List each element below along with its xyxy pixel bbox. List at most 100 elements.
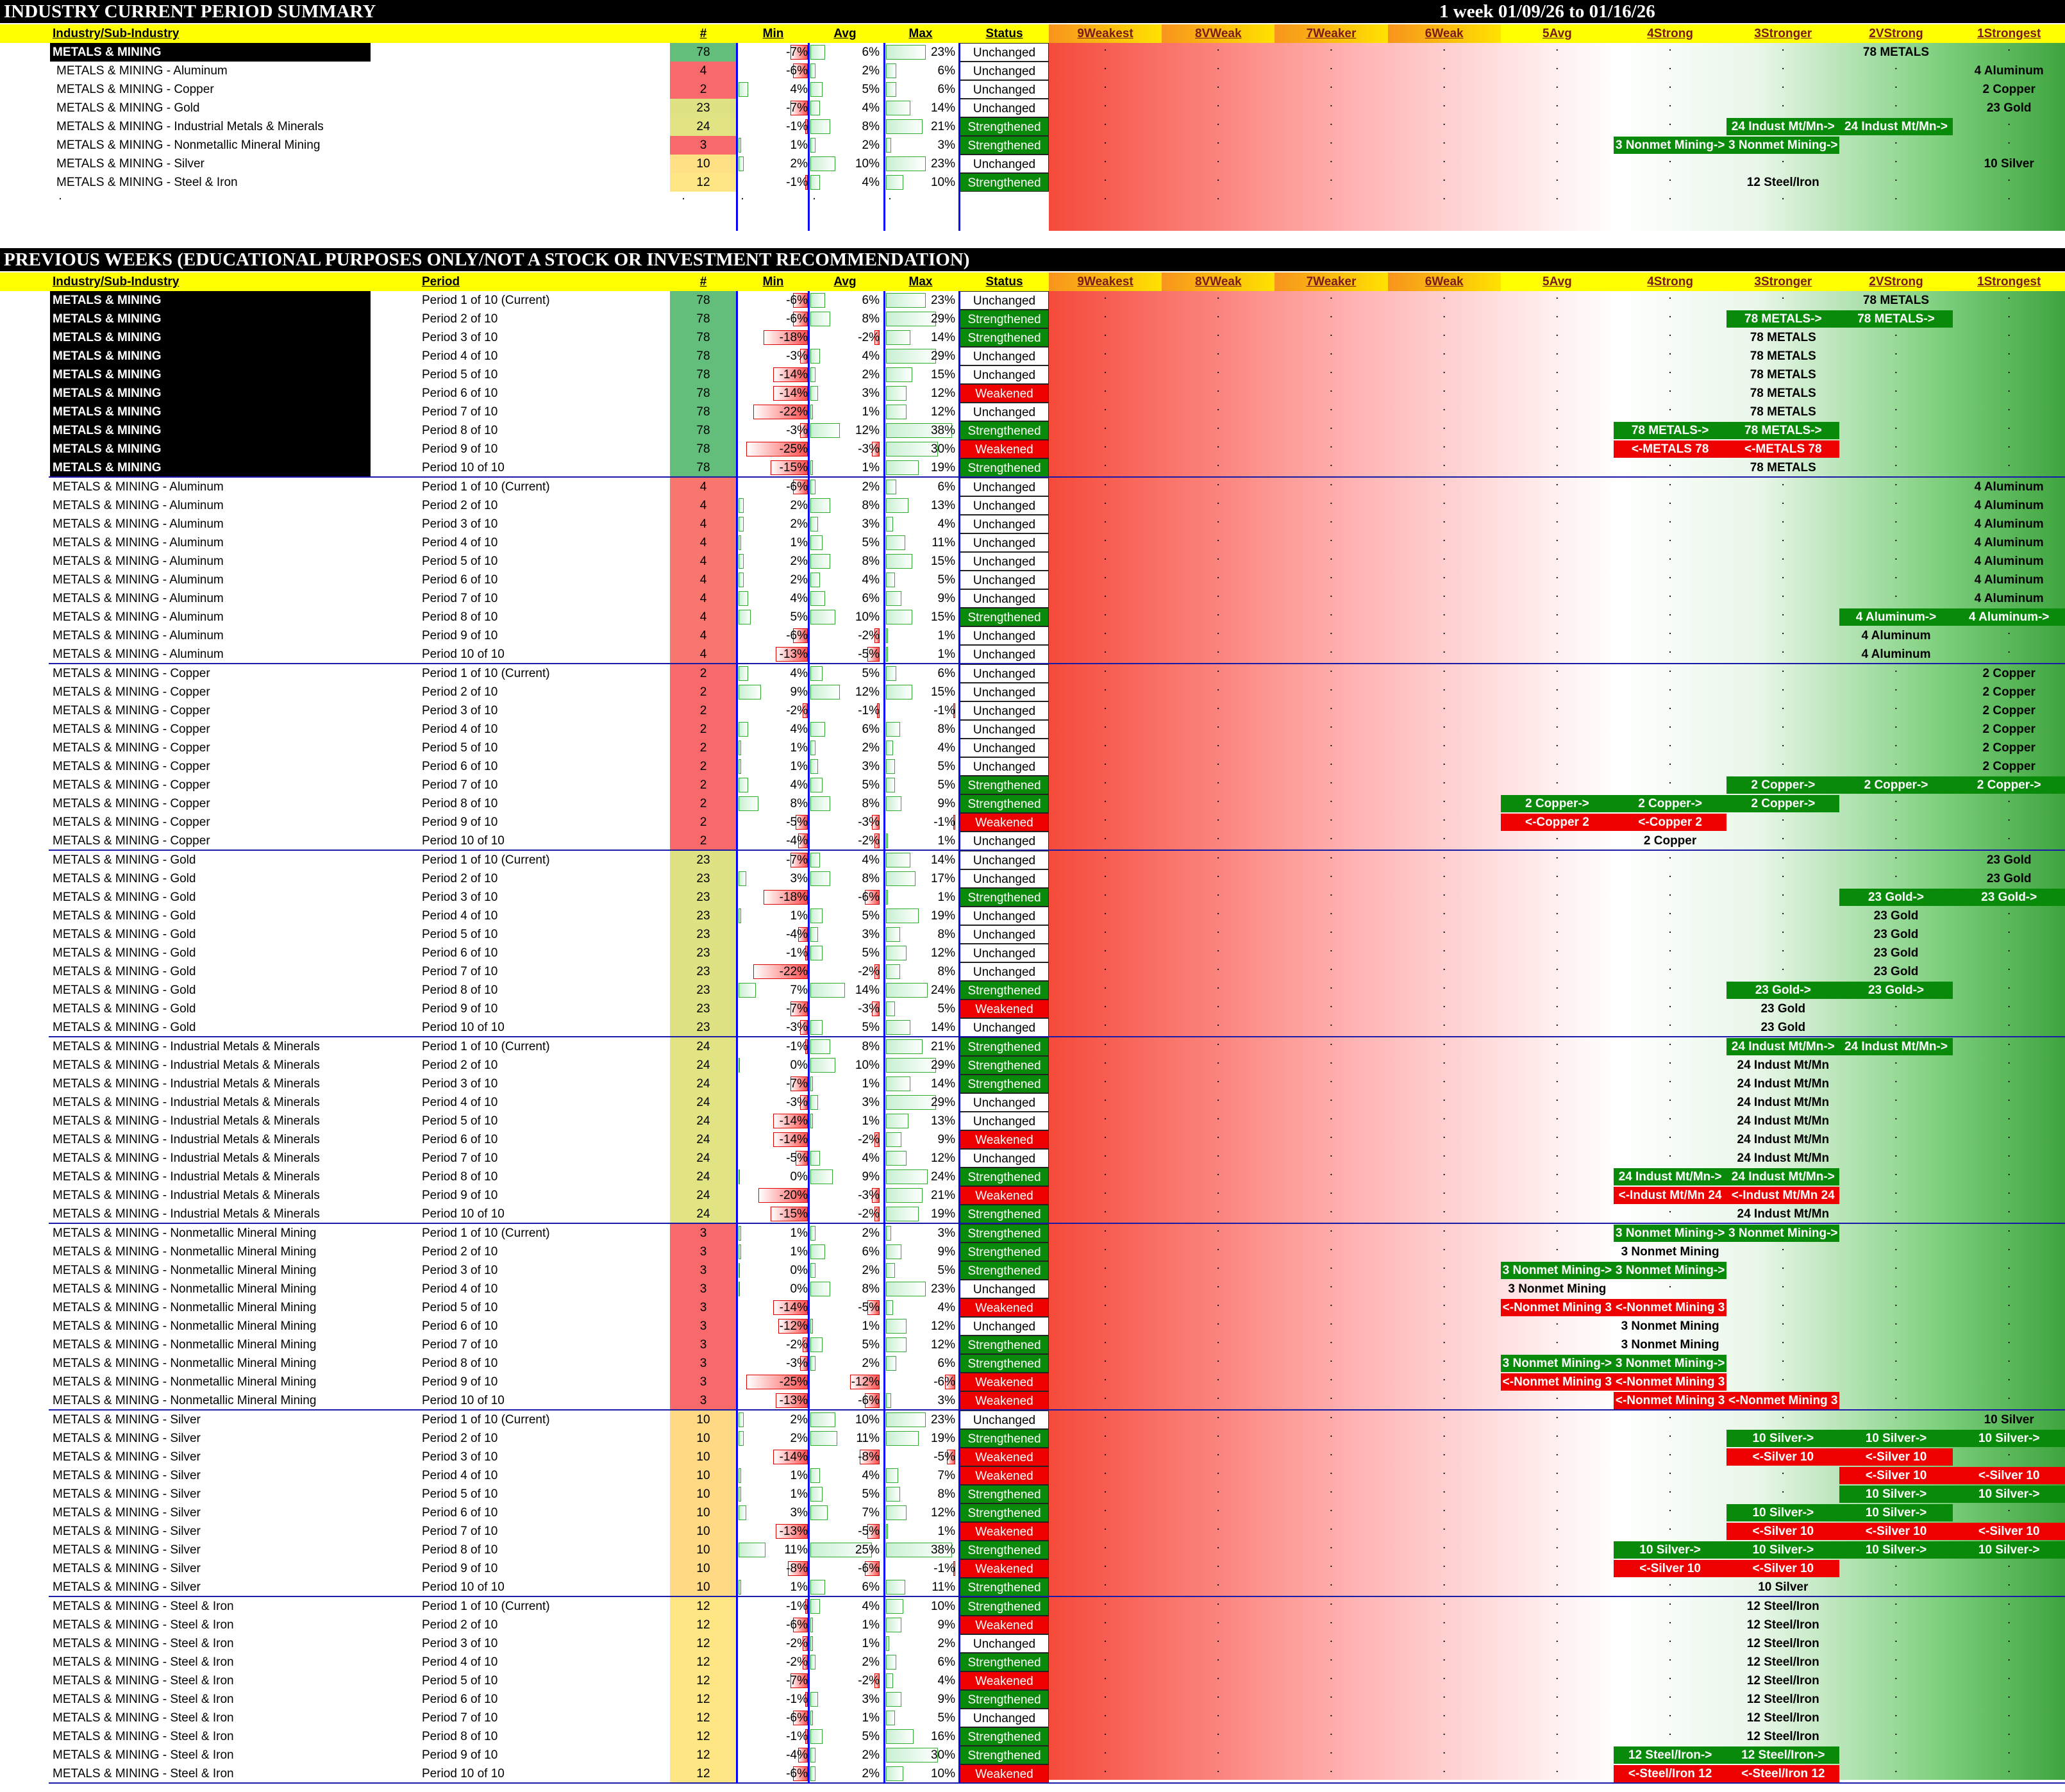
history-row[interactable]: METALS & MINING - Industrial Metals & Mi…: [0, 1091, 2065, 1112]
summary-row[interactable]: METALS & MINING - Silver 10 2% 10% 23% Unchan…: [0, 152, 2065, 173]
history-row[interactable]: METALS & MINING - Industrial Metals & Mi…: [0, 1128, 2065, 1149]
history-row[interactable]: METALS & MINING - Industrial Metals & Mi…: [0, 1202, 2065, 1223]
history-row[interactable]: METALS & MINING - Industrial Metals & Mi…: [0, 1146, 2065, 1168]
summary-row[interactable]: METALS & MINING - Industrial Metals & Mi…: [0, 115, 2065, 136]
header-scale-8[interactable]: 8VWeak: [1162, 24, 1275, 43]
history-row[interactable]: METALS & MINING - Nonmetallic Mineral Mi…: [0, 1277, 2065, 1298]
header-status[interactable]: Status: [985, 275, 1023, 289]
header-scale-5[interactable]: 5Avg: [1500, 272, 1614, 291]
summary-row[interactable]: METALS & MINING - Gold 23 -7% 4% 14% Unchange…: [0, 96, 2065, 117]
header-max[interactable]: Max: [908, 275, 933, 289]
history-row[interactable]: METALS & MINING - Steel & Iron Period 3 o…: [0, 1632, 2065, 1653]
header-scale-8[interactable]: 8VWeak: [1162, 272, 1275, 291]
history-row[interactable]: METALS & MINING - Gold Period 9 of 10 23 -7…: [0, 997, 2065, 1018]
header-status[interactable]: Status: [985, 27, 1023, 40]
history-row[interactable]: METALS & MINING - Steel & Iron Period 4 o…: [0, 1650, 2065, 1671]
header-count[interactable]: #: [699, 275, 707, 289]
header-industry[interactable]: Industry/Sub-Industry: [53, 27, 180, 40]
history-row[interactable]: METALS & MINING - Gold Period 3 of 10 23 -1…: [0, 885, 2065, 907]
history-row[interactable]: METALS & MINING - Copper Period 2 of 10 2 9…: [0, 680, 2065, 701]
history-row[interactable]: METALS & MINING - Gold Period 7 of 10 23 -2…: [0, 960, 2065, 981]
history-row[interactable]: METALS & MINING - Aluminum Period 1 of 10…: [0, 475, 2065, 496]
history-row[interactable]: METALS & MINING - Aluminum Period 5 of 10…: [0, 549, 2065, 571]
history-row[interactable]: METALS & MINING - Steel & Iron Period 10 …: [0, 1762, 2065, 1783]
history-row[interactable]: METALS & MINING - Nonmetallic Mineral Mi…: [0, 1296, 2065, 1317]
history-row[interactable]: METALS & MINING - Gold Period 1 of 10 (Cu…: [0, 848, 2065, 869]
header-scale-9[interactable]: 9Weakest: [1049, 272, 1162, 291]
history-row[interactable]: METALS & MINING - Nonmetallic Mineral Mi…: [0, 1370, 2065, 1391]
history-row[interactable]: METALS & MINING - Nonmetallic Mineral Mi…: [0, 1314, 2065, 1336]
history-row[interactable]: METALS & MINING - Copper Period 3 of 10 2-…: [0, 699, 2065, 720]
history-row[interactable]: METALS & MINING Period 8 of 10 78 -3% 12% 38%…: [0, 419, 2065, 440]
history-row[interactable]: METALS & MINING - Industrial Metals & Mi…: [0, 1165, 2065, 1186]
history-row[interactable]: METALS & MINING - Silver Period 4 of 10 10…: [0, 1464, 2065, 1485]
history-row[interactable]: METALS & MINING - Aluminum Period 8 of 10…: [0, 605, 2065, 626]
history-row[interactable]: METALS & MINING - Aluminum Period 9 of 10…: [0, 624, 2065, 645]
header-scale-5[interactable]: 5Avg: [1500, 24, 1614, 43]
history-row[interactable]: METALS & MINING - Aluminum Period 10 of 1…: [0, 642, 2065, 664]
history-row[interactable]: METALS & MINING - Industrial Metals & Mi…: [0, 1053, 2065, 1075]
summary-row[interactable]: METALS & MINING 78 -7% 6% 23% Unchanged......…: [0, 40, 2065, 62]
header-period[interactable]: Period: [422, 275, 460, 289]
history-row[interactable]: METALS & MINING - Industrial Metals & Mi…: [0, 1109, 2065, 1130]
history-row[interactable]: METALS & MINING - Industrial Metals & Mi…: [0, 1035, 2065, 1056]
history-row[interactable]: METALS & MINING - Silver Period 6 of 10 10…: [0, 1501, 2065, 1522]
header-scale-1[interactable]: 1Strongest: [1952, 272, 2065, 291]
history-row[interactable]: METALS & MINING - Nonmetallic Mineral Mi…: [0, 1389, 2065, 1410]
header-scale-7[interactable]: 7Weaker: [1275, 24, 1388, 43]
history-row[interactable]: METALS & MINING - Gold Period 8 of 10 23 7%…: [0, 978, 2065, 1000]
history-row[interactable]: METALS & MINING - Copper Period 7 of 10 2 4…: [0, 773, 2065, 794]
history-row[interactable]: METALS & MINING - Steel & Iron Period 9 o…: [0, 1743, 2065, 1764]
history-row[interactable]: METALS & MINING - Gold Period 2 of 10 23 3%…: [0, 867, 2065, 888]
history-row[interactable]: METALS & MINING - Nonmetallic Mineral Mi…: [0, 1259, 2065, 1280]
history-row[interactable]: METALS & MINING Period 4 of 10 78 -3% 4% 29% U…: [0, 344, 2065, 365]
history-row[interactable]: METALS & MINING - Steel & Iron Period 2 o…: [0, 1613, 2065, 1634]
header-avg[interactable]: Avg: [833, 27, 857, 40]
history-row[interactable]: METALS & MINING Period 3 of 10 78 -18% -2% 14…: [0, 326, 2065, 347]
summary-row[interactable]: METALS & MINING - Steel & Iron 12 -1% 4% 10%…: [0, 171, 2065, 192]
history-row[interactable]: METALS & MINING - Steel & Iron Period 7 o…: [0, 1706, 2065, 1727]
history-row[interactable]: METALS & MINING - Silver Period 7 of 10 10…: [0, 1520, 2065, 1541]
history-row[interactable]: METALS & MINING - Silver Period 8 of 10 10…: [0, 1538, 2065, 1559]
header-scale-7[interactable]: 7Weaker: [1275, 272, 1388, 291]
history-row[interactable]: METALS & MINING Period 7 of 10 78 -22% 1% 12%…: [0, 400, 2065, 421]
history-row[interactable]: METALS & MINING - Copper Period 4 of 10 2 4…: [0, 717, 2065, 739]
history-row[interactable]: METALS & MINING - Nonmetallic Mineral Mi…: [0, 1333, 2065, 1354]
history-row[interactable]: METALS & MINING - Gold Period 6 of 10 23 -1…: [0, 941, 2065, 962]
history-row[interactable]: METALS & MINING Period 2 of 10 78 -6% 8% 29% S…: [0, 307, 2065, 328]
header-count[interactable]: #: [699, 27, 707, 40]
history-row[interactable]: METALS & MINING - Copper Period 6 of 10 2 1…: [0, 755, 2065, 776]
header-min[interactable]: Min: [762, 275, 784, 289]
summary-row[interactable]: METALS & MINING - Nonmetallic Mineral Mi…: [0, 133, 2065, 155]
history-row[interactable]: METALS & MINING - Gold Period 10 of 10 23-…: [0, 1016, 2065, 1037]
history-row[interactable]: METALS & MINING - Silver Period 3 of 10 10…: [0, 1445, 2065, 1466]
history-row[interactable]: METALS & MINING - Nonmetallic Mineral Mi…: [0, 1240, 2065, 1261]
header-scale-2[interactable]: 2VStrong: [1839, 272, 1953, 291]
history-row[interactable]: METALS & MINING - Silver Period 1 of 10 (…: [0, 1408, 2065, 1429]
header-scale-9[interactable]: 9Weakest: [1049, 24, 1162, 43]
history-row[interactable]: METALS & MINING - Silver Period 10 of 10 1…: [0, 1575, 2065, 1596]
summary-row[interactable]: METALS & MINING - Copper 2 4% 5% 6% Unchanged…: [0, 78, 2065, 99]
header-scale-4[interactable]: 4Strong: [1614, 24, 1727, 43]
header-scale-4[interactable]: 4Strong: [1614, 272, 1727, 291]
history-row[interactable]: METALS & MINING - Silver Period 5 of 10 10…: [0, 1482, 2065, 1503]
header-avg[interactable]: Avg: [833, 275, 857, 289]
history-row[interactable]: METALS & MINING - Aluminum Period 4 of 10…: [0, 531, 2065, 552]
history-row[interactable]: METALS & MINING - Steel & Iron Period 6 o…: [0, 1687, 2065, 1709]
header-scale-3[interactable]: 3Stronger: [1726, 272, 1840, 291]
history-row[interactable]: METALS & MINING Period 5 of 10 78 -14% 2% 15%…: [0, 363, 2065, 384]
history-row[interactable]: METALS & MINING - Copper Period 1 of 10 (…: [0, 662, 2065, 683]
history-row[interactable]: METALS & MINING - Aluminum Period 2 of 10…: [0, 494, 2065, 515]
history-row[interactable]: METALS & MINING - Aluminum Period 7 of 10…: [0, 587, 2065, 608]
history-row[interactable]: METALS & MINING - Gold Period 4 of 10 23 1%…: [0, 904, 2065, 925]
header-min[interactable]: Min: [762, 27, 784, 40]
history-row[interactable]: METALS & MINING - Industrial Metals & Mi…: [0, 1184, 2065, 1205]
header-max[interactable]: Max: [908, 27, 933, 40]
history-row[interactable]: METALS & MINING Period 9 of 10 78 -25% -3% 30…: [0, 437, 2065, 458]
history-row[interactable]: METALS & MINING - Nonmetallic Mineral Mi…: [0, 1352, 2065, 1373]
summary-row[interactable]: METALS & MINING - Aluminum 4 -6% 2% 6% Unchan…: [0, 59, 2065, 80]
history-row[interactable]: METALS & MINING - Aluminum Period 3 of 10…: [0, 512, 2065, 533]
history-row[interactable]: METALS & MINING Period 6 of 10 78 -14% 3% 12%…: [0, 381, 2065, 403]
history-row[interactable]: METALS & MINING - Steel & Iron Period 5 o…: [0, 1669, 2065, 1690]
history-row[interactable]: METALS & MINING - Nonmetallic Mineral Mi…: [0, 1221, 2065, 1243]
